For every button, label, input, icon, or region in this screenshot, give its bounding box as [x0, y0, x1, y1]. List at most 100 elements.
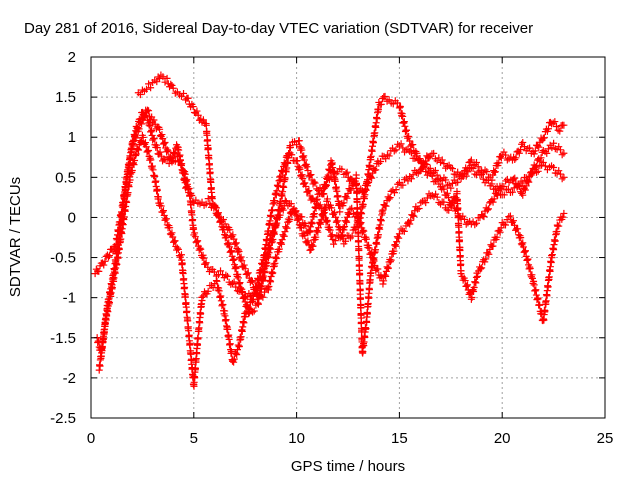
data-point [194, 334, 202, 342]
data-point [141, 112, 149, 120]
data-point [459, 172, 467, 180]
data-point [265, 282, 273, 290]
data-point [161, 138, 169, 146]
data-point [191, 233, 199, 241]
data-point [511, 156, 519, 164]
data-point [130, 132, 138, 140]
data-point [256, 282, 264, 290]
data-point [328, 232, 336, 240]
data-point [319, 210, 327, 218]
data-point [356, 220, 364, 228]
data-point [340, 199, 348, 207]
data-point [556, 170, 564, 178]
data-point [308, 241, 316, 249]
data-point [305, 187, 313, 195]
data-point [336, 208, 344, 216]
data-point [106, 299, 114, 307]
data-point [481, 258, 489, 266]
data-point [159, 140, 167, 148]
data-point [183, 307, 191, 315]
data-point [383, 151, 391, 159]
data-point [166, 224, 174, 232]
data-point [367, 152, 375, 160]
data-point [132, 150, 140, 158]
data-point [352, 223, 360, 231]
data-point [531, 163, 539, 171]
data-point [315, 224, 323, 232]
data-point [247, 276, 255, 284]
data-point [226, 248, 234, 256]
data-point [307, 171, 315, 179]
data-point [463, 282, 471, 290]
data-point [541, 162, 549, 170]
data-point [353, 188, 361, 196]
data-point [474, 272, 482, 280]
data-point [229, 231, 237, 239]
data-point [161, 78, 169, 86]
data-point [505, 213, 513, 221]
data-point [555, 143, 563, 151]
data-point [244, 269, 252, 277]
data-point [206, 169, 214, 177]
data-point [234, 274, 242, 282]
data-point [145, 147, 153, 155]
data-point [559, 213, 567, 221]
data-point [430, 149, 438, 157]
data-point [385, 152, 393, 160]
data-point [392, 186, 400, 194]
data-point [461, 215, 469, 223]
data-point [519, 138, 527, 146]
data-point [328, 204, 336, 212]
data-point [532, 162, 540, 170]
data-point [145, 107, 153, 115]
data-point [461, 277, 469, 285]
x-axis-label: GPS time / hours [291, 458, 405, 475]
data-point [393, 238, 401, 246]
data-point [173, 244, 181, 252]
data-point [228, 279, 236, 287]
data-point [362, 186, 370, 194]
data-point [108, 284, 116, 292]
data-point [532, 168, 540, 176]
data-point [286, 143, 294, 151]
data-point [422, 157, 430, 165]
data-point [281, 174, 289, 182]
data-point [202, 121, 210, 129]
data-point [551, 118, 559, 126]
data-point [405, 132, 413, 140]
data-point [247, 292, 255, 300]
data-point [314, 228, 322, 236]
data-point [479, 212, 487, 220]
data-point [312, 233, 320, 241]
data-point [281, 197, 289, 205]
data-point [151, 172, 159, 180]
data-point [556, 127, 564, 135]
data-point [241, 265, 249, 273]
data-point [377, 100, 385, 108]
data-point [464, 164, 472, 172]
data-point [302, 182, 310, 190]
data-point [199, 116, 207, 124]
data-point [560, 149, 568, 157]
x-tick-label: 0 [87, 430, 95, 447]
data-point [195, 324, 203, 332]
data-point [243, 270, 251, 278]
data-point [367, 249, 375, 257]
data-point [221, 220, 229, 228]
data-point [537, 154, 545, 162]
data-point [278, 240, 286, 248]
data-point [171, 150, 179, 158]
grid-lines [91, 57, 605, 418]
data-point [193, 238, 201, 246]
data-point [409, 211, 417, 219]
data-point [400, 227, 408, 235]
data-point [348, 204, 356, 212]
data-point [128, 167, 136, 175]
data-point [128, 141, 136, 149]
data-point [138, 116, 146, 124]
data-point [489, 198, 497, 206]
data-point [226, 226, 234, 234]
data-point [492, 190, 500, 198]
data-point [410, 212, 418, 220]
data-point [338, 232, 346, 240]
